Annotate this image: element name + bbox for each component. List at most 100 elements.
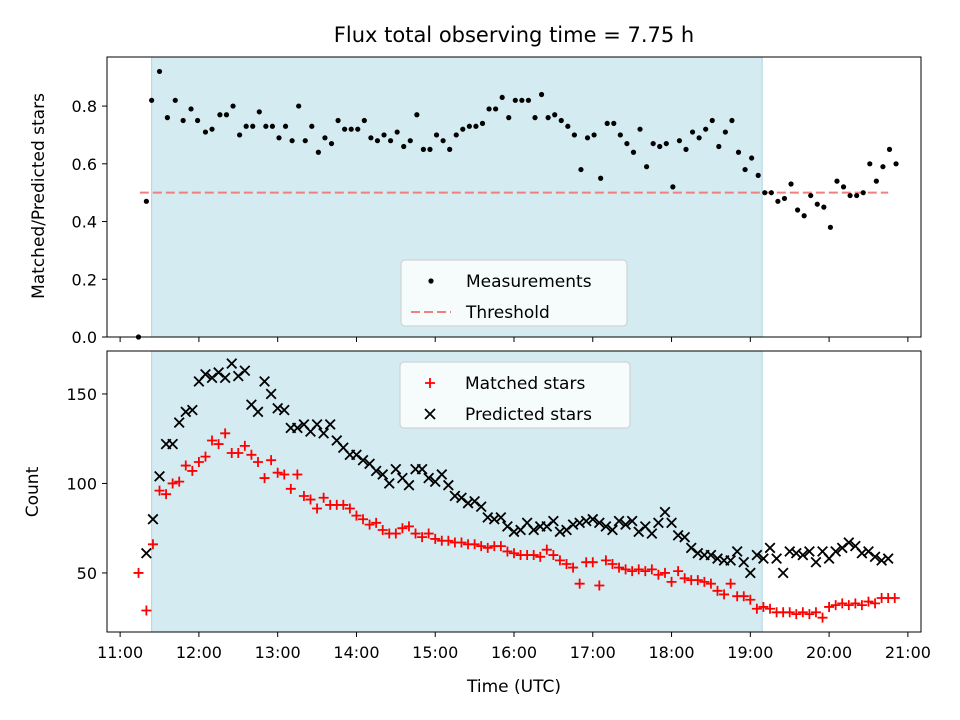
measurement-point	[335, 117, 341, 124]
predicted-point	[600, 520, 612, 532]
matched-point	[174, 476, 185, 487]
y-tick-label: 150	[66, 385, 97, 404]
matched-point	[397, 523, 408, 534]
measurement-point	[348, 126, 354, 132]
measurement-point	[821, 204, 827, 210]
measurement-point	[630, 149, 637, 155]
predicted-point	[738, 556, 750, 568]
matched-point	[600, 555, 611, 566]
matched-point	[725, 578, 736, 589]
predicted-point	[423, 472, 435, 484]
predicted-point	[449, 490, 461, 502]
predicted-point	[547, 515, 559, 527]
measurement-point	[387, 138, 394, 144]
measurement-point	[209, 126, 215, 132]
measurement-point	[479, 120, 486, 126]
matched-point	[147, 539, 158, 550]
predicted-point	[856, 547, 868, 559]
matched-point	[403, 521, 414, 532]
measurement-point	[847, 192, 853, 199]
matched-point	[679, 573, 690, 584]
predicted-point	[764, 542, 776, 554]
matched-point	[482, 542, 493, 553]
measurement-point	[703, 126, 709, 132]
x-tick-label: 11:00	[97, 643, 143, 662]
measurement-point	[552, 112, 558, 118]
predicted-point	[377, 469, 389, 480]
predicted-point	[554, 526, 566, 538]
measurement-point	[794, 207, 801, 213]
predicted-point	[508, 526, 520, 538]
predicted-point	[383, 478, 395, 489]
predicted-point	[869, 551, 881, 563]
x-tick-label: 14:00	[333, 643, 379, 662]
predicted-point	[272, 402, 284, 414]
predicted-point	[790, 547, 802, 559]
matched-point	[646, 564, 657, 575]
matched-point	[390, 528, 401, 539]
matched-point	[765, 603, 776, 614]
measurement-point	[637, 126, 643, 132]
matched-point	[476, 541, 487, 552]
measurement-point	[180, 117, 186, 124]
count-points	[133, 358, 900, 623]
measurement-point	[709, 117, 715, 124]
x-tick-label: 12:00	[176, 643, 222, 662]
matched-point	[640, 566, 651, 577]
predicted-point	[607, 524, 618, 536]
matched-point	[193, 456, 204, 467]
predicted-point	[587, 513, 599, 525]
matched-point	[279, 469, 290, 480]
matched-point	[738, 591, 749, 602]
measurement-point	[604, 120, 610, 126]
predicted-point	[666, 517, 677, 529]
measurement-point	[256, 109, 262, 115]
measurement-point	[302, 138, 308, 144]
matched-point	[187, 465, 198, 476]
matched-point	[338, 499, 349, 510]
measurement-point	[237, 132, 243, 138]
measurement-point	[854, 192, 860, 199]
measurement-point	[296, 103, 302, 109]
measurement-point	[143, 198, 149, 204]
matched-point	[161, 489, 172, 500]
matched-point	[535, 551, 546, 562]
measurement-point	[650, 140, 656, 147]
predicted-point	[705, 549, 717, 561]
predicted-point	[259, 375, 270, 387]
predicted-point	[771, 553, 783, 565]
y-tick-label: 0.0	[72, 328, 97, 347]
matched-point	[548, 550, 559, 561]
predicted-point	[692, 547, 704, 559]
matched-point	[213, 439, 224, 450]
measurement-point	[840, 184, 847, 190]
measurement-point	[453, 132, 459, 138]
y-tick-label: 0.2	[72, 270, 97, 289]
matched-point	[252, 456, 263, 467]
predicted-point	[731, 546, 743, 557]
measurement-point	[781, 195, 788, 202]
matched-point	[430, 533, 441, 544]
predicted-point	[784, 546, 796, 557]
matched-point	[810, 607, 821, 618]
matched-point	[180, 460, 191, 471]
measurement-point	[735, 149, 742, 155]
predicted-point	[239, 365, 251, 377]
matched-point	[666, 576, 677, 587]
measurement-point	[834, 178, 840, 184]
matched-point	[850, 598, 861, 609]
matched-point	[817, 612, 828, 623]
y-tick-label: 0.8	[72, 97, 97, 116]
measurement-point	[164, 115, 170, 121]
matched-point	[351, 510, 362, 521]
measurement-point	[172, 97, 178, 103]
measurement-point	[188, 106, 194, 112]
predicted-point	[803, 546, 815, 557]
measurement-point	[644, 164, 650, 170]
measurement-point	[558, 117, 564, 124]
legend-label: Measurements	[466, 272, 592, 292]
matched-point	[292, 469, 303, 480]
predicted-point	[672, 529, 684, 541]
predicted-point	[357, 454, 369, 466]
